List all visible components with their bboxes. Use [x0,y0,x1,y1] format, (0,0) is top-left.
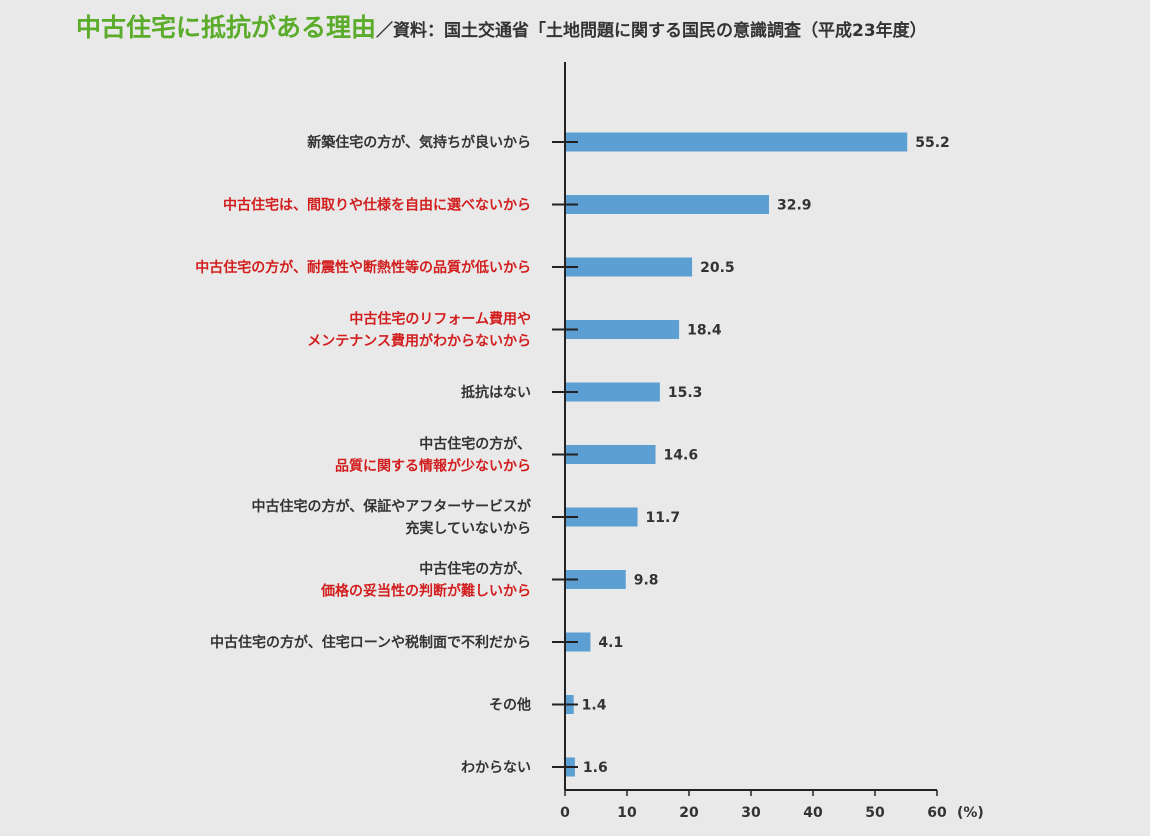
data-label: 55.2 [915,135,950,151]
category-label: 抵抗はない [461,384,531,401]
x-tick-label: 40 [803,805,823,821]
category-label: 中古住宅の方が、 [419,436,531,453]
bar [565,257,693,277]
bar [565,570,626,589]
data-label: 4.1 [598,635,623,651]
bar [565,507,638,527]
bar [565,445,656,464]
x-tick-label: 20 [679,805,699,821]
chart-title: 中古住宅に抵抗がある理由 [76,13,377,42]
category-label: 中古住宅の方が、耐震性や断熱性等の品質が低いから [195,259,531,276]
category-label: 中古住宅の方が、保証やアフターサービスが [252,498,532,515]
bar [565,132,908,152]
x-tick-label: 50 [865,805,885,821]
category-label: 充実していないから [405,520,531,537]
data-label: 20.5 [700,260,735,276]
x-tick-label: 30 [741,805,761,821]
category-label: 品質に関する情報が少ないから [335,458,531,475]
x-tick-label: 0 [560,805,570,821]
bar [565,320,680,339]
x-tick-label: 60 [927,805,947,821]
bar [565,195,769,214]
data-label: 1.4 [582,698,607,714]
x-axis-unit: (%) [957,805,984,821]
category-label: 中古住宅は、間取りや仕様を自由に選べないから [223,197,531,214]
data-label: 14.6 [664,448,699,464]
category-label: 中古住宅の方が、 [419,561,531,578]
x-tick-label: 10 [617,805,637,821]
category-label: わからない [461,760,531,776]
category-label: その他 [489,697,531,714]
category-label: 新築住宅の方が、気持ちが良いから [307,134,531,151]
chart-header: 中古住宅に抵抗がある理由 ／資料：国土交通省「土地問題に関する国民の意識調査（平… [76,8,927,44]
data-label: 15.3 [668,385,703,401]
data-label: 9.8 [634,573,659,589]
bar [565,382,660,402]
data-label: 32.9 [777,198,812,214]
data-label: 18.4 [687,323,722,339]
category-label: 中古住宅のリフォーム費用や [349,311,531,328]
category-label: メンテナンス費用がわからないから [307,333,531,350]
data-label: 1.6 [583,760,608,776]
category-label: 中古住宅の方が、住宅ローンや税制面で不利だから [210,634,531,651]
data-label: 11.7 [646,510,681,526]
chart-source: ／資料：国土交通省「土地問題に関する国民の意識調査（平成23年度） [376,21,927,41]
category-label: 価格の妥当性の判断が難しいから [320,583,531,600]
